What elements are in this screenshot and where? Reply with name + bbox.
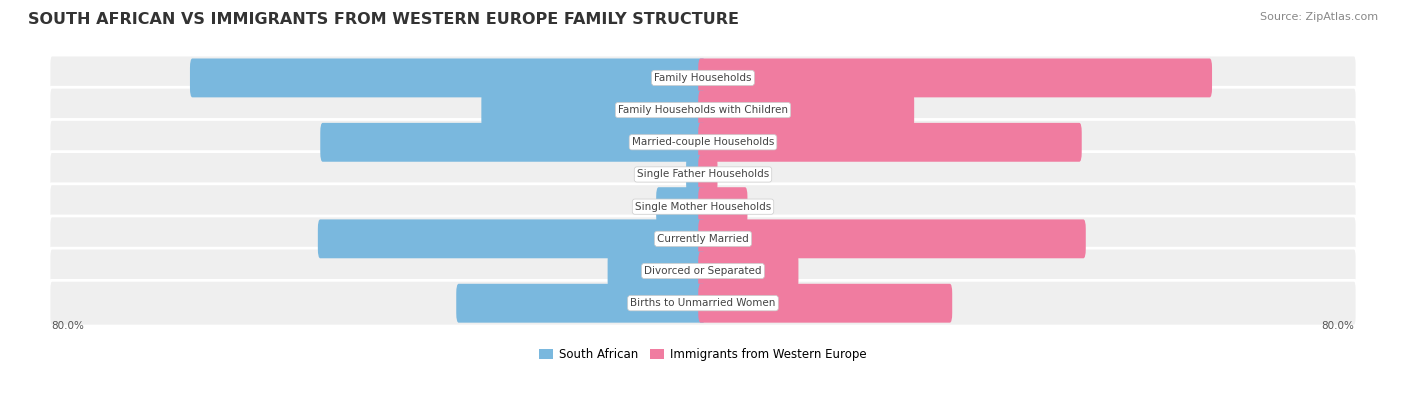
FancyBboxPatch shape [699,219,1085,258]
FancyBboxPatch shape [49,119,1357,165]
Text: Family Households: Family Households [654,73,752,83]
Text: Single Father Households: Single Father Households [637,169,769,179]
Text: 11.8%: 11.8% [657,266,693,276]
Text: SOUTH AFRICAN VS IMMIGRANTS FROM WESTERN EUROPE FAMILY STRUCTURE: SOUTH AFRICAN VS IMMIGRANTS FROM WESTERN… [28,12,740,27]
FancyBboxPatch shape [49,87,1357,133]
Text: 63.4%: 63.4% [657,73,693,83]
FancyBboxPatch shape [49,248,1357,294]
Text: Source: ZipAtlas.com: Source: ZipAtlas.com [1260,12,1378,22]
FancyBboxPatch shape [49,55,1357,101]
FancyBboxPatch shape [699,58,1212,97]
Text: 5.8%: 5.8% [664,202,693,212]
Text: 30.5%: 30.5% [657,298,693,308]
Text: Births to Unmarried Women: Births to Unmarried Women [630,298,776,308]
Text: 2.1%: 2.1% [713,169,742,179]
FancyBboxPatch shape [49,280,1357,326]
FancyBboxPatch shape [49,216,1357,261]
Text: 47.6%: 47.6% [713,234,749,244]
Text: 80.0%: 80.0% [1322,322,1354,331]
FancyBboxPatch shape [457,284,706,323]
FancyBboxPatch shape [49,184,1357,229]
Text: 47.6%: 47.6% [657,234,693,244]
Text: 12.1%: 12.1% [713,266,749,276]
FancyBboxPatch shape [699,91,914,130]
FancyBboxPatch shape [699,284,952,323]
FancyBboxPatch shape [607,252,706,290]
Text: Divorced or Separated: Divorced or Separated [644,266,762,276]
FancyBboxPatch shape [699,123,1081,162]
Text: 26.4%: 26.4% [713,105,749,115]
FancyBboxPatch shape [321,123,706,162]
Text: 5.8%: 5.8% [713,202,742,212]
FancyBboxPatch shape [699,155,717,194]
Text: 80.0%: 80.0% [52,322,84,331]
FancyBboxPatch shape [699,252,799,290]
FancyBboxPatch shape [657,187,706,226]
Text: 2.1%: 2.1% [664,169,693,179]
FancyBboxPatch shape [318,219,706,258]
Text: Family Households with Children: Family Households with Children [619,105,787,115]
Legend: South African, Immigrants from Western Europe: South African, Immigrants from Western E… [538,348,868,361]
FancyBboxPatch shape [190,58,706,97]
Text: 47.1%: 47.1% [713,137,749,147]
FancyBboxPatch shape [686,155,706,194]
FancyBboxPatch shape [481,91,706,130]
Text: 31.1%: 31.1% [713,298,749,308]
FancyBboxPatch shape [699,187,748,226]
Text: Single Mother Households: Single Mother Households [636,202,770,212]
FancyBboxPatch shape [49,152,1357,198]
Text: 63.2%: 63.2% [713,73,749,83]
Text: 47.3%: 47.3% [657,137,693,147]
Text: Married-couple Households: Married-couple Households [631,137,775,147]
Text: Currently Married: Currently Married [657,234,749,244]
Text: 27.4%: 27.4% [657,105,693,115]
